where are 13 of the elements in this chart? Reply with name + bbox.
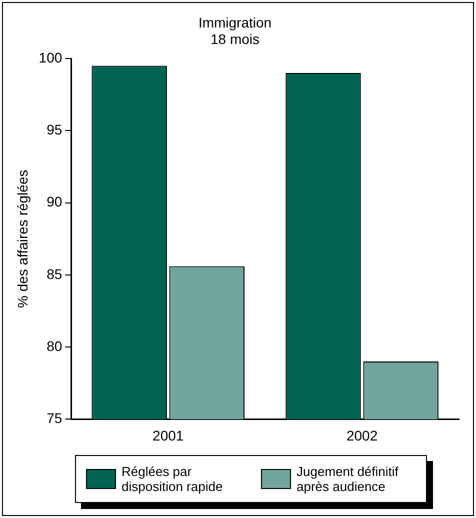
y-tick-label: 95 (46, 122, 62, 138)
x-tick-label: 2001 (152, 427, 184, 444)
y-tick-label: 80 (46, 338, 62, 354)
y-axis-title: % des affaires réglées (14, 170, 30, 308)
y-tick-label: 100 (38, 49, 62, 66)
y-tick-label: 75 (46, 410, 62, 426)
y-tick-label: 90 (46, 194, 62, 210)
chart-subtitle: 18 mois (210, 31, 260, 48)
legend-label: Réglées par disposition rapide (122, 464, 224, 494)
chart-title: Immigration (198, 14, 272, 30)
x-tick-label: 2002 (346, 427, 378, 444)
legend-label: Jugement définitif après audience (296, 464, 400, 494)
y-tick-label: 85 (46, 266, 62, 282)
